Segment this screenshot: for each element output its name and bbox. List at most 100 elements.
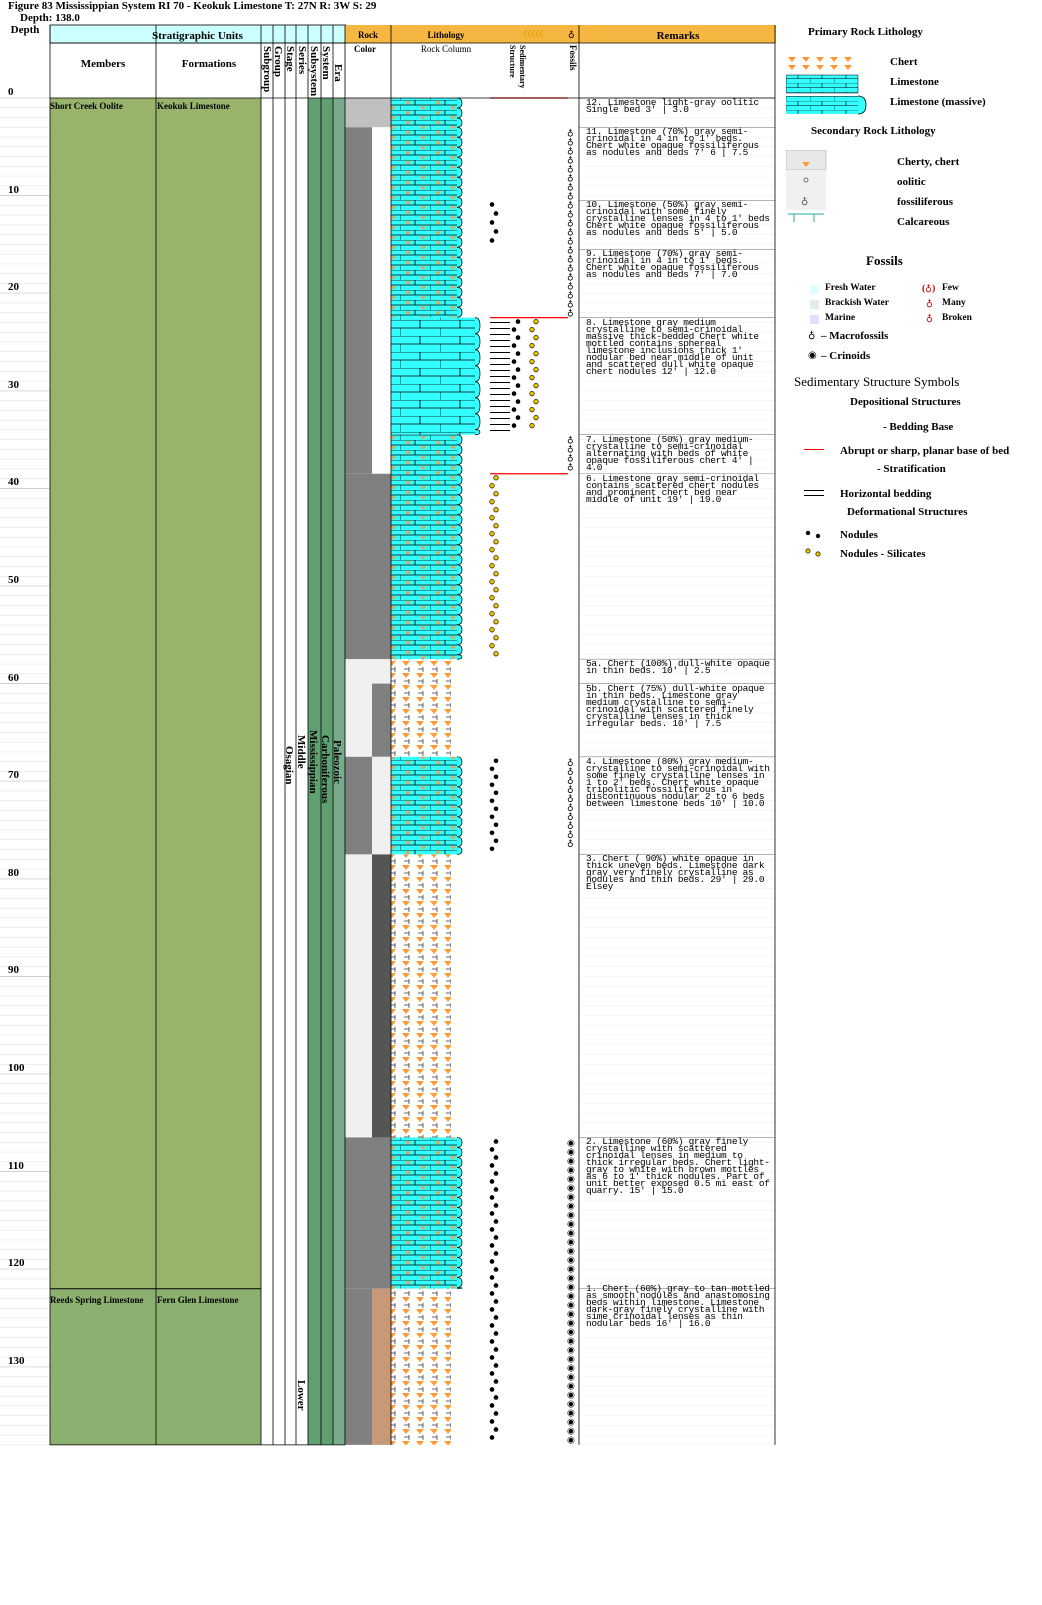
bed-edge: [456, 474, 463, 486]
depth-tick-label: 10: [8, 183, 19, 196]
nodule: [489, 202, 495, 207]
nodule: [489, 1163, 495, 1168]
depth-tick-label: 20: [8, 281, 19, 294]
lithology-lime: [391, 127, 457, 318]
nodule: [493, 1251, 499, 1256]
bed-edge: [456, 614, 463, 626]
nodule: [489, 1243, 495, 1248]
bed-edge: [456, 554, 463, 566]
nodule: [489, 814, 495, 820]
crinoid-icon: ◉: [567, 1299, 575, 1309]
nodule-silicate: [529, 391, 535, 397]
nodule: [489, 1195, 495, 1200]
nodule-silicate: [489, 515, 495, 521]
remarks-header-band: [579, 25, 776, 43]
legend-bedding-base: - Bedding Base: [883, 421, 954, 433]
nodule-silicate: [533, 351, 539, 357]
legend-depositional: Depositional Structures: [850, 396, 961, 408]
legend-crinoids: – Crinoids: [821, 350, 871, 362]
bed-edge: [456, 296, 463, 308]
macrofossil-icon: ♁: [567, 838, 574, 848]
nodule: [493, 1267, 499, 1272]
macrofossil-icon: ♁: [567, 435, 574, 445]
nodule: [493, 790, 499, 796]
nodule: [511, 423, 517, 428]
broken-icon: ♁: [926, 314, 933, 324]
series-header: Series: [296, 46, 308, 75]
legend-secondary-swatches: ♁: [786, 150, 827, 222]
lower-unit-fill: [50, 1288, 261, 1445]
bed-edge: [456, 1177, 463, 1188]
bed-edge: [456, 826, 463, 838]
macrofossil-icon: ♁: [567, 462, 574, 472]
few-icon: (♁): [922, 284, 936, 294]
bed-edge: [474, 413, 481, 430]
nodule: [493, 1283, 499, 1288]
legend-chert: Chert: [890, 56, 918, 68]
nodule-silicate: [493, 507, 499, 513]
nodule-silicate: [493, 587, 499, 593]
nodule-silicate: [493, 651, 499, 657]
bed-edge: [456, 256, 463, 268]
bed-edge: [456, 504, 463, 516]
bed-edge: [456, 206, 463, 218]
bed-edge: [456, 126, 463, 138]
bed-edge: [456, 796, 463, 808]
bed-edge: [456, 97, 463, 109]
rock-color-cell: [345, 756, 372, 855]
abrupt-base-line: [804, 449, 824, 450]
legend-deformational: Deformational Structures: [847, 506, 968, 518]
nodule: [511, 391, 517, 396]
bed-edge: [456, 654, 463, 660]
bed-edge: [456, 604, 463, 616]
depth-tick-label: 60: [8, 671, 19, 684]
macrofossil-icon: ♁: [808, 330, 816, 341]
macrofossil-icon: ♁: [567, 289, 574, 299]
nodule: [489, 1355, 495, 1360]
lithology-chert: [391, 1288, 451, 1445]
bed-edge: [456, 846, 463, 855]
nodule: [489, 220, 495, 225]
nodule-silicate: [533, 383, 539, 389]
lithology-lime: [391, 434, 457, 660]
remark-text: 7. Limestone (50%) gray medium-crystalli…: [586, 433, 754, 473]
crinoid-icon: ◉: [567, 1290, 575, 1300]
legend-horizontal: Horizontal bedding: [840, 488, 932, 500]
nodule: [511, 359, 517, 364]
bed-edge: [456, 286, 463, 298]
crinoid-icon: ◉: [567, 1335, 575, 1345]
figure-title: Figure 83 Mississippian System RI 70 - K…: [8, 0, 377, 12]
crinoid-icon: ◉: [567, 1380, 575, 1390]
macrofossil-icon: ♁: [567, 181, 574, 191]
macrofossil-icon: ♁: [567, 244, 574, 254]
rock-color-cell: [372, 98, 391, 128]
nodule: [493, 1155, 499, 1160]
crinoid-icon: ◉: [567, 1227, 575, 1237]
crinoid-icon: ◉: [567, 1164, 575, 1174]
nodule: [493, 774, 499, 780]
upper-unit-fill: [50, 98, 261, 1289]
nodule-silicate: [493, 619, 499, 625]
crinoid-icon: ◉: [567, 1326, 575, 1336]
nodule: [493, 1203, 499, 1208]
crinoid-icon: ◉: [567, 1209, 575, 1219]
nodule: [493, 1379, 499, 1384]
marine-swatch: [810, 315, 819, 324]
crinoid-icon: ◉: [567, 1218, 575, 1228]
crinoid-icon: ◉: [567, 1425, 575, 1435]
nodule: [489, 1307, 495, 1312]
remark-text: 9. Limestone (70%) gray semi-crinoidal i…: [586, 248, 759, 281]
rock-color-cell: [372, 473, 391, 660]
remark-text: 4. Limestone (80%) gray medium-crystalli…: [586, 755, 770, 809]
depth-tick-label: 0: [8, 86, 14, 98]
nodule: [489, 830, 495, 836]
bed-edge: [474, 429, 481, 436]
nodule-silicate: [489, 547, 495, 553]
lithology-header-band: [391, 25, 579, 43]
remark-text: 5b. Chert (75%) dull-white opaque in thi…: [586, 682, 765, 729]
rock-color-cell: [345, 1288, 372, 1445]
subgroup-header: Subgroup: [261, 46, 273, 93]
legend-oolitic: oolitic: [897, 176, 926, 188]
bed-edge: [456, 806, 463, 818]
macrofossil-icon: ♁: [567, 802, 574, 812]
